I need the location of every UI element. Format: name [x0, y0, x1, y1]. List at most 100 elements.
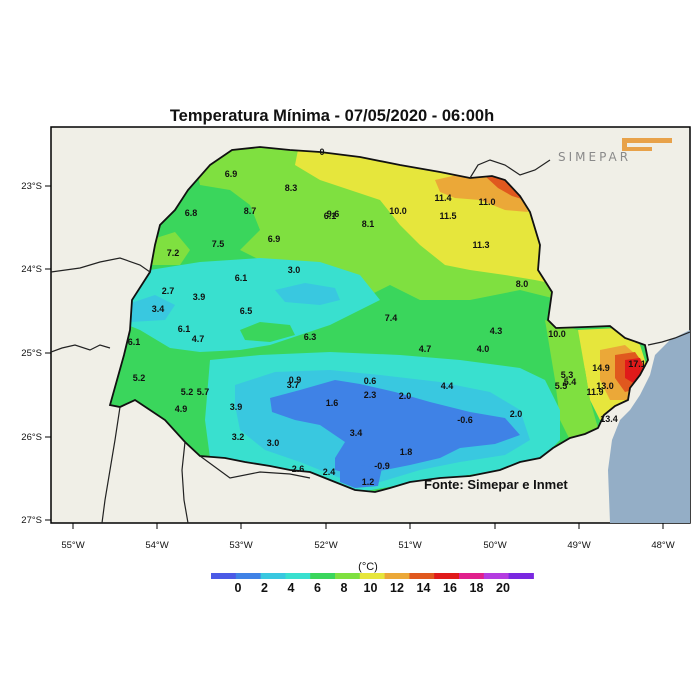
station-value: 4.4	[441, 381, 454, 391]
station-value: 4.3	[490, 326, 503, 336]
station-value: 13.4	[600, 414, 618, 424]
station-value: 1.2	[362, 477, 375, 487]
colorbar-label: 12	[390, 581, 404, 595]
station-value: 5.2	[133, 373, 146, 383]
station-value: 5.4	[564, 377, 577, 387]
station-value: -0.6	[457, 415, 473, 425]
colorbar-segment	[211, 573, 237, 579]
station-value: 6.3	[304, 332, 317, 342]
colorbar-label: 14	[417, 581, 431, 595]
map-title: Temperatura Mínima - 07/05/2020 - 06:00h	[170, 107, 494, 125]
station-value: 8.7	[244, 206, 257, 216]
colorbar-label: 16	[443, 581, 457, 595]
lat-tick-label: 26°S	[21, 432, 42, 443]
logo-text: SIMEPAR	[558, 150, 631, 164]
station-value: 0	[319, 147, 324, 157]
lon-tick-label: 48°W	[651, 540, 674, 551]
station-value: 4.7	[192, 334, 205, 344]
state-outline	[108, 146, 649, 493]
station-value: 2.3	[364, 390, 377, 400]
station-value: 6.1	[235, 273, 248, 283]
station-value: 6.1	[128, 337, 141, 347]
station-value: 7.5	[212, 239, 225, 249]
station-value: 7.4	[385, 313, 398, 323]
colorbar-segment	[285, 573, 311, 579]
station-value: 4.9	[175, 404, 188, 414]
station-value: 2.7	[162, 286, 175, 296]
station-value: 0.6	[364, 376, 377, 386]
station-value: 3.2	[232, 432, 245, 442]
lat-tick-label: 24°S	[21, 264, 42, 275]
lon-tick-label: 55°W	[61, 540, 84, 551]
colorbar-label: 10	[364, 581, 378, 595]
station-value: 14.9	[592, 363, 610, 373]
station-value: 3.9	[230, 402, 243, 412]
lon-tick-label: 52°W	[314, 540, 337, 551]
colorbar-segment	[235, 573, 262, 579]
station-value: 7.2	[167, 248, 180, 258]
station-value: 8.3	[285, 183, 298, 193]
colorbar-segment	[384, 573, 410, 579]
station-value: 3.7	[287, 380, 300, 390]
colorbar-segment	[359, 573, 386, 579]
station-value: 3.4	[152, 304, 165, 314]
colorbar-segment	[483, 573, 510, 579]
colorbar-segment	[434, 573, 460, 579]
colorbar: 0 2 4 6 8 10 12 14 16 18 20	[211, 573, 534, 595]
station-value: 13.0	[596, 381, 614, 391]
station-value: 2.6	[292, 464, 305, 474]
colorbar-label: 2	[261, 581, 268, 595]
station-value: 1.6	[326, 398, 339, 408]
station-value: 10.0	[389, 206, 407, 216]
station-value: 4.0	[477, 344, 490, 354]
colorbar-label: 18	[470, 581, 484, 595]
station-value: 9.6	[327, 209, 340, 219]
station-value: 3.0	[267, 438, 280, 448]
neighbor-borders	[51, 159, 690, 523]
station-value: 3.0	[288, 265, 301, 275]
station-value: 0.9	[289, 375, 302, 385]
station-value: 2.4	[323, 467, 336, 477]
longitude-axis: 55°W 54°W 53°W 52°W 51°W 50°W 49°W 48°W	[61, 523, 675, 551]
latitude-axis: 23°S 24°S 25°S 26°S 27°S	[21, 181, 51, 526]
source-label: Fonte: Simepar e Inmet	[424, 477, 568, 492]
station-value: 11.9	[586, 387, 603, 397]
station-value: 6.9	[225, 169, 238, 179]
station-value: 3.4	[350, 428, 363, 438]
lat-tick-label: 23°S	[21, 181, 42, 192]
colorbar-label: 20	[496, 581, 510, 595]
station-value: 11.5	[439, 211, 456, 221]
station-value: 6.9	[268, 234, 281, 244]
colorbar-segment	[409, 573, 435, 579]
station-value: 17.1	[628, 359, 646, 369]
colorbar-label: 6	[314, 581, 321, 595]
station-value: 6.1	[178, 324, 191, 334]
colorbar-segment	[260, 573, 286, 579]
station-value: 8.1	[362, 219, 375, 229]
lon-tick-label: 50°W	[483, 540, 506, 551]
station-value: 5.7	[197, 387, 210, 397]
lon-tick-label: 54°W	[145, 540, 168, 551]
station-value: 5.3	[561, 370, 574, 380]
colorbar-segment	[508, 573, 534, 579]
colorbar-label: 0	[235, 581, 242, 595]
station-value: 6.5	[240, 306, 253, 316]
station-values: 6.98.306.8 8.7 6.19.68.110.011.4 11.011.56.…	[128, 147, 646, 487]
lat-tick-label: 27°S	[21, 515, 42, 526]
station-value: -0.9	[374, 461, 390, 471]
simepar-logo: SIMEPAR	[558, 138, 672, 164]
station-value: 6.1	[324, 211, 337, 221]
colorbar-segment	[459, 573, 485, 579]
station-value: 3.9	[193, 292, 206, 302]
lon-tick-label: 51°W	[398, 540, 421, 551]
station-value: 1.8	[400, 447, 413, 457]
colorbar-segment	[335, 573, 361, 579]
colorbar-label: 4	[288, 581, 295, 595]
station-value: 6.8	[185, 208, 198, 218]
colorbar-label: 8	[341, 581, 348, 595]
station-value: 5.2	[181, 387, 194, 397]
station-value: 8.0	[516, 279, 529, 289]
station-value: 5.5	[555, 381, 568, 391]
station-value: 11.3	[472, 240, 489, 250]
